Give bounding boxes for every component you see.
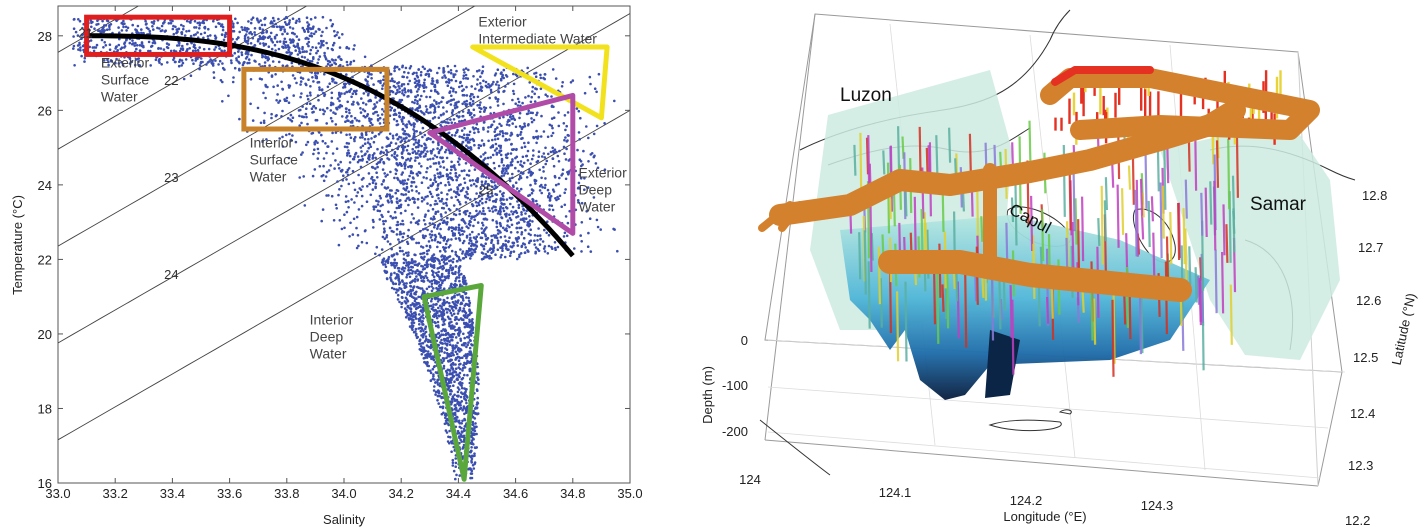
x-tick-label: 33.6 [217, 486, 242, 501]
longitude-tick-label: 124.2 [1010, 493, 1043, 508]
isopycnal-line [58, 109, 630, 441]
latitude-tick-label: 12.8 [1362, 188, 1387, 203]
longitude-tick-label: 124.1 [879, 485, 912, 500]
y-tick-label: 16 [38, 476, 52, 491]
y-tick-label: 20 [38, 327, 52, 342]
region-box [241, 66, 390, 132]
latitude-tick-label: 12.3 [1348, 458, 1373, 473]
y-tick-label: 26 [38, 103, 52, 118]
x-tick-label: 33.4 [160, 486, 185, 501]
region-label: Interior Deep Water [310, 312, 354, 362]
region-triangle [427, 92, 576, 236]
place-luzon: Luzon [840, 85, 892, 106]
ts-diagram: 33.0 33.2 33.4 33.6 33.8 34.0 34.2 34.4 34.6 34.8… [10, 5, 643, 527]
y-tick-label: 18 [38, 401, 52, 416]
mixing-curve [86, 33, 575, 258]
track-north-loop [1040, 68, 1320, 140]
depth-tick-label: 0 [741, 333, 748, 348]
isopycnal-label: 21 [78, 26, 92, 41]
longitude-tick-label: 124.3 [1141, 498, 1174, 513]
isopycnal-line [58, 6, 476, 247]
region-label: Exterior Intermediate Water [478, 13, 597, 46]
region-triangle [421, 282, 484, 482]
latitude-tick-label: 12.6 [1356, 293, 1381, 308]
region-label: Exterior Deep Water [579, 164, 628, 214]
region-label: Interior Surface Water [250, 135, 298, 185]
depth-tick-label: -100 [722, 378, 748, 393]
x-axis-label: Salinity [323, 512, 365, 527]
track-south [878, 250, 1192, 302]
x-tick-label: 34.4 [446, 486, 471, 501]
ship-track [758, 66, 1320, 302]
isopycnal-label: 25 [479, 182, 493, 197]
track-west-spikes [758, 201, 804, 232]
y-axis-label: Temperature (°C) [10, 195, 25, 295]
x-tick-label: 33.8 [274, 486, 299, 501]
isopycnal-line [58, 6, 308, 150]
x-tick-label: 33.0 [45, 486, 70, 501]
x-tick-label: 34.6 [503, 486, 528, 501]
latitude-tick-label: 12.2 [1345, 513, 1370, 528]
latitude-axis-label: Latitude (°N) [1389, 292, 1419, 367]
region-label: Exterior Surface Water [101, 54, 150, 104]
scatter-points [72, 15, 619, 481]
region-box [84, 14, 233, 57]
track-north-red [1051, 66, 1154, 86]
x-tick-label: 34.2 [389, 486, 414, 501]
isopycnal-label: 23 [164, 170, 178, 185]
y-tick-label: 24 [38, 178, 52, 193]
depth-tick-label: -200 [722, 424, 748, 439]
x-tick-label: 33.2 [103, 486, 128, 501]
isopycnal-line [58, 12, 630, 344]
y-tick-label: 28 [38, 29, 52, 44]
latitude-tick-label: 12.7 [1358, 240, 1383, 255]
x-tick-label: 34.8 [560, 486, 585, 501]
isopycnal-line [58, 6, 140, 53]
x-tick-label: 35.0 [617, 486, 642, 501]
latitude-tick-label: 12.4 [1350, 406, 1375, 421]
region-triangle [470, 44, 610, 121]
samar-land [1160, 120, 1340, 360]
longitude-axis-label: Longitude (°E) [1003, 509, 1086, 524]
deep-channel [985, 330, 1020, 398]
latitude-tick-label: 12.5 [1353, 350, 1378, 365]
isopycnal-label: 22 [164, 73, 178, 88]
longitude-tick-label: 124 [739, 472, 761, 487]
depth-axis-label: Depth (m) [700, 366, 715, 424]
x-tick-label: 34.0 [331, 486, 356, 501]
isopycnal-label: 24 [164, 267, 178, 282]
place-samar: Samar [1250, 194, 1307, 215]
y-tick-label: 22 [38, 252, 52, 267]
